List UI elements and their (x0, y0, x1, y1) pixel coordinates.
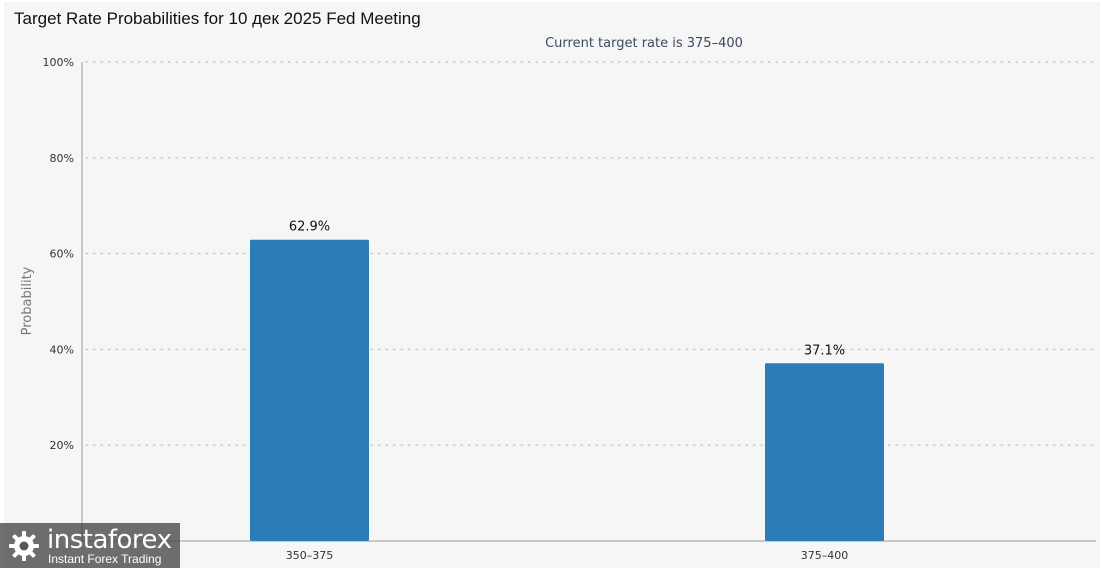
chart-subtitle: Current target rate is 375–400 (545, 36, 743, 51)
y-tick-label: 60% (50, 248, 74, 261)
x-tick-label: 375–400 (801, 549, 849, 562)
x-tick-labels: 350–375 375–400 (286, 549, 849, 562)
y-tick-label: 40% (50, 343, 74, 356)
instaforex-watermark: instaforex Instant Forex Trading (0, 523, 180, 568)
gridlines (85, 61, 1097, 446)
y-tick-label: 20% (50, 439, 74, 452)
bar-1 (250, 239, 369, 542)
data-label: 37.1% (804, 343, 845, 358)
bars (250, 239, 884, 542)
y-tick-labels: 20% 40% 60% 80% 100% (43, 56, 74, 452)
data-label: 62.9% (289, 220, 330, 235)
bar-2 (765, 363, 884, 541)
y-tick-label: 100% (43, 56, 74, 69)
data-labels: 62.9% 37.1% (289, 220, 845, 359)
chart-title: Target Rate Probabilities for 10 дек 202… (14, 9, 421, 28)
watermark-brand: instaforex (47, 525, 172, 555)
y-tick-label: 80% (50, 152, 74, 165)
x-tick-label: 350–375 (286, 549, 334, 562)
watermark-tagline: Instant Forex Trading (48, 552, 162, 566)
chart-frame (4, 2, 1100, 568)
y-axis-label: Probability (20, 266, 35, 335)
gear-logo-icon (9, 531, 39, 561)
